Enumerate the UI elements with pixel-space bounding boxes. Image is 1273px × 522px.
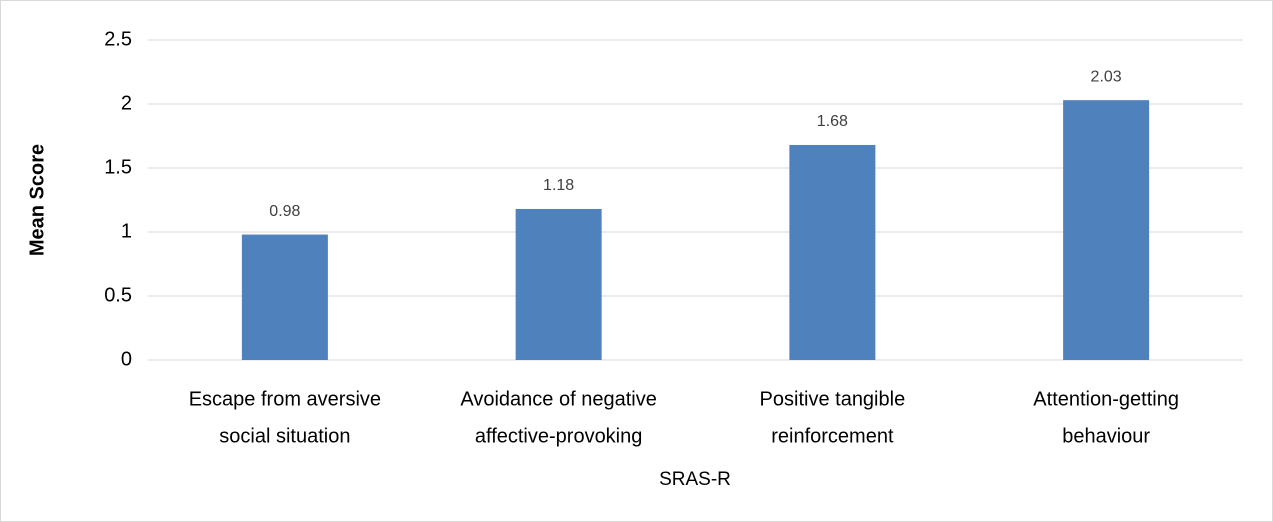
value-label: 2.03 bbox=[1091, 68, 1122, 85]
value-label: 1.68 bbox=[817, 113, 848, 130]
bar bbox=[515, 208, 602, 360]
y-tick-label: 0.5 bbox=[104, 284, 132, 306]
x-tick-label: Escape from aversive bbox=[189, 388, 381, 410]
y-axis-title: Mean Score bbox=[26, 144, 48, 256]
value-label: 1.18 bbox=[543, 177, 574, 194]
bar bbox=[1063, 100, 1150, 360]
value-label: 0.98 bbox=[269, 203, 300, 220]
bar bbox=[789, 144, 876, 360]
y-tick-label: 0 bbox=[121, 348, 132, 370]
y-tick-label: 1.5 bbox=[104, 156, 132, 178]
x-tick-label: Avoidance of negative bbox=[460, 388, 656, 410]
x-axis-title: SRAS-R bbox=[659, 469, 731, 490]
y-tick-label: 2.5 bbox=[104, 28, 132, 50]
x-tick-label: Positive tangible bbox=[760, 388, 906, 410]
x-tick-label: affective-provoking bbox=[475, 425, 643, 447]
x-tick-label: social situation bbox=[219, 425, 350, 447]
x-tick-label: behaviour bbox=[1062, 425, 1150, 447]
y-tick-label: 2 bbox=[121, 92, 132, 114]
x-tick-label: Attention-getting bbox=[1033, 388, 1179, 410]
y-tick-label: 1 bbox=[121, 220, 132, 242]
x-tick-label: reinforcement bbox=[771, 425, 894, 447]
bar bbox=[241, 234, 328, 360]
